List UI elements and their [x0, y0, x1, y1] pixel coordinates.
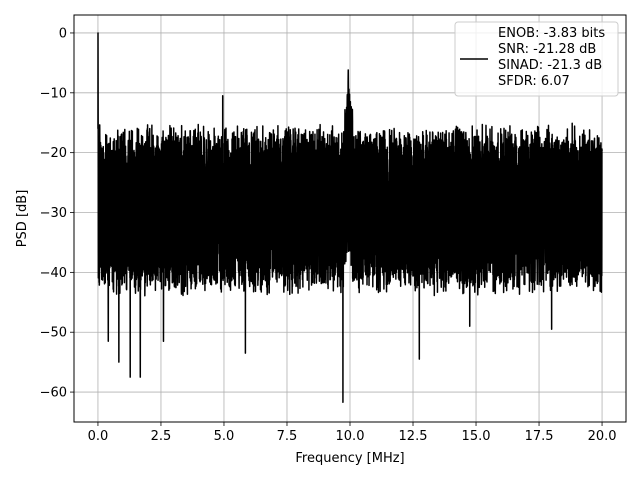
x-tick-label: 7.5: [277, 429, 298, 444]
y-tick-label: −60: [40, 386, 67, 401]
y-tick-label: −40: [40, 266, 67, 281]
y-axis-label: PSD [dB]: [15, 190, 30, 248]
y-tick-label: −20: [40, 146, 67, 161]
x-axis-label: Frequency [MHz]: [295, 451, 404, 466]
y-tick-label: 0: [59, 26, 67, 41]
x-axis-ticks: 0.0 2.5 5.0 7.5 10.0 12.5 15.0 17.5 20.0: [88, 422, 617, 444]
legend: ENOB: -3.83 bits SNR: -21.28 dB SINAD: -…: [454, 21, 619, 97]
y-axis-ticks: 0 −10 −20 −30 −40 −50 −60: [40, 26, 74, 401]
legend-text-snr: SNR: -21.28 dB: [498, 42, 596, 57]
x-tick-label: 17.5: [525, 429, 554, 444]
y-tick-label: −30: [40, 206, 67, 221]
x-tick-label: 2.5: [151, 429, 172, 444]
y-tick-label: −10: [40, 86, 67, 101]
x-tick-label: 15.0: [462, 429, 491, 444]
x-tick-label: 20.0: [588, 429, 617, 444]
legend-box: [454, 21, 619, 97]
x-tick-label: 10.0: [336, 429, 365, 444]
psd-series-line: [97, 32, 603, 403]
legend-text-sinad: SINAD: -21.3 dB: [498, 58, 602, 73]
legend-text-enob: ENOB: -3.83 bits: [498, 26, 605, 41]
x-tick-label: 0.0: [88, 429, 109, 444]
y-tick-label: −50: [40, 326, 67, 341]
legend-text-sfdr: SFDR: 6.07: [498, 74, 570, 89]
x-tick-label: 5.0: [214, 429, 235, 444]
x-tick-label: 12.5: [399, 429, 428, 444]
plot-frame: [73, 14, 627, 423]
